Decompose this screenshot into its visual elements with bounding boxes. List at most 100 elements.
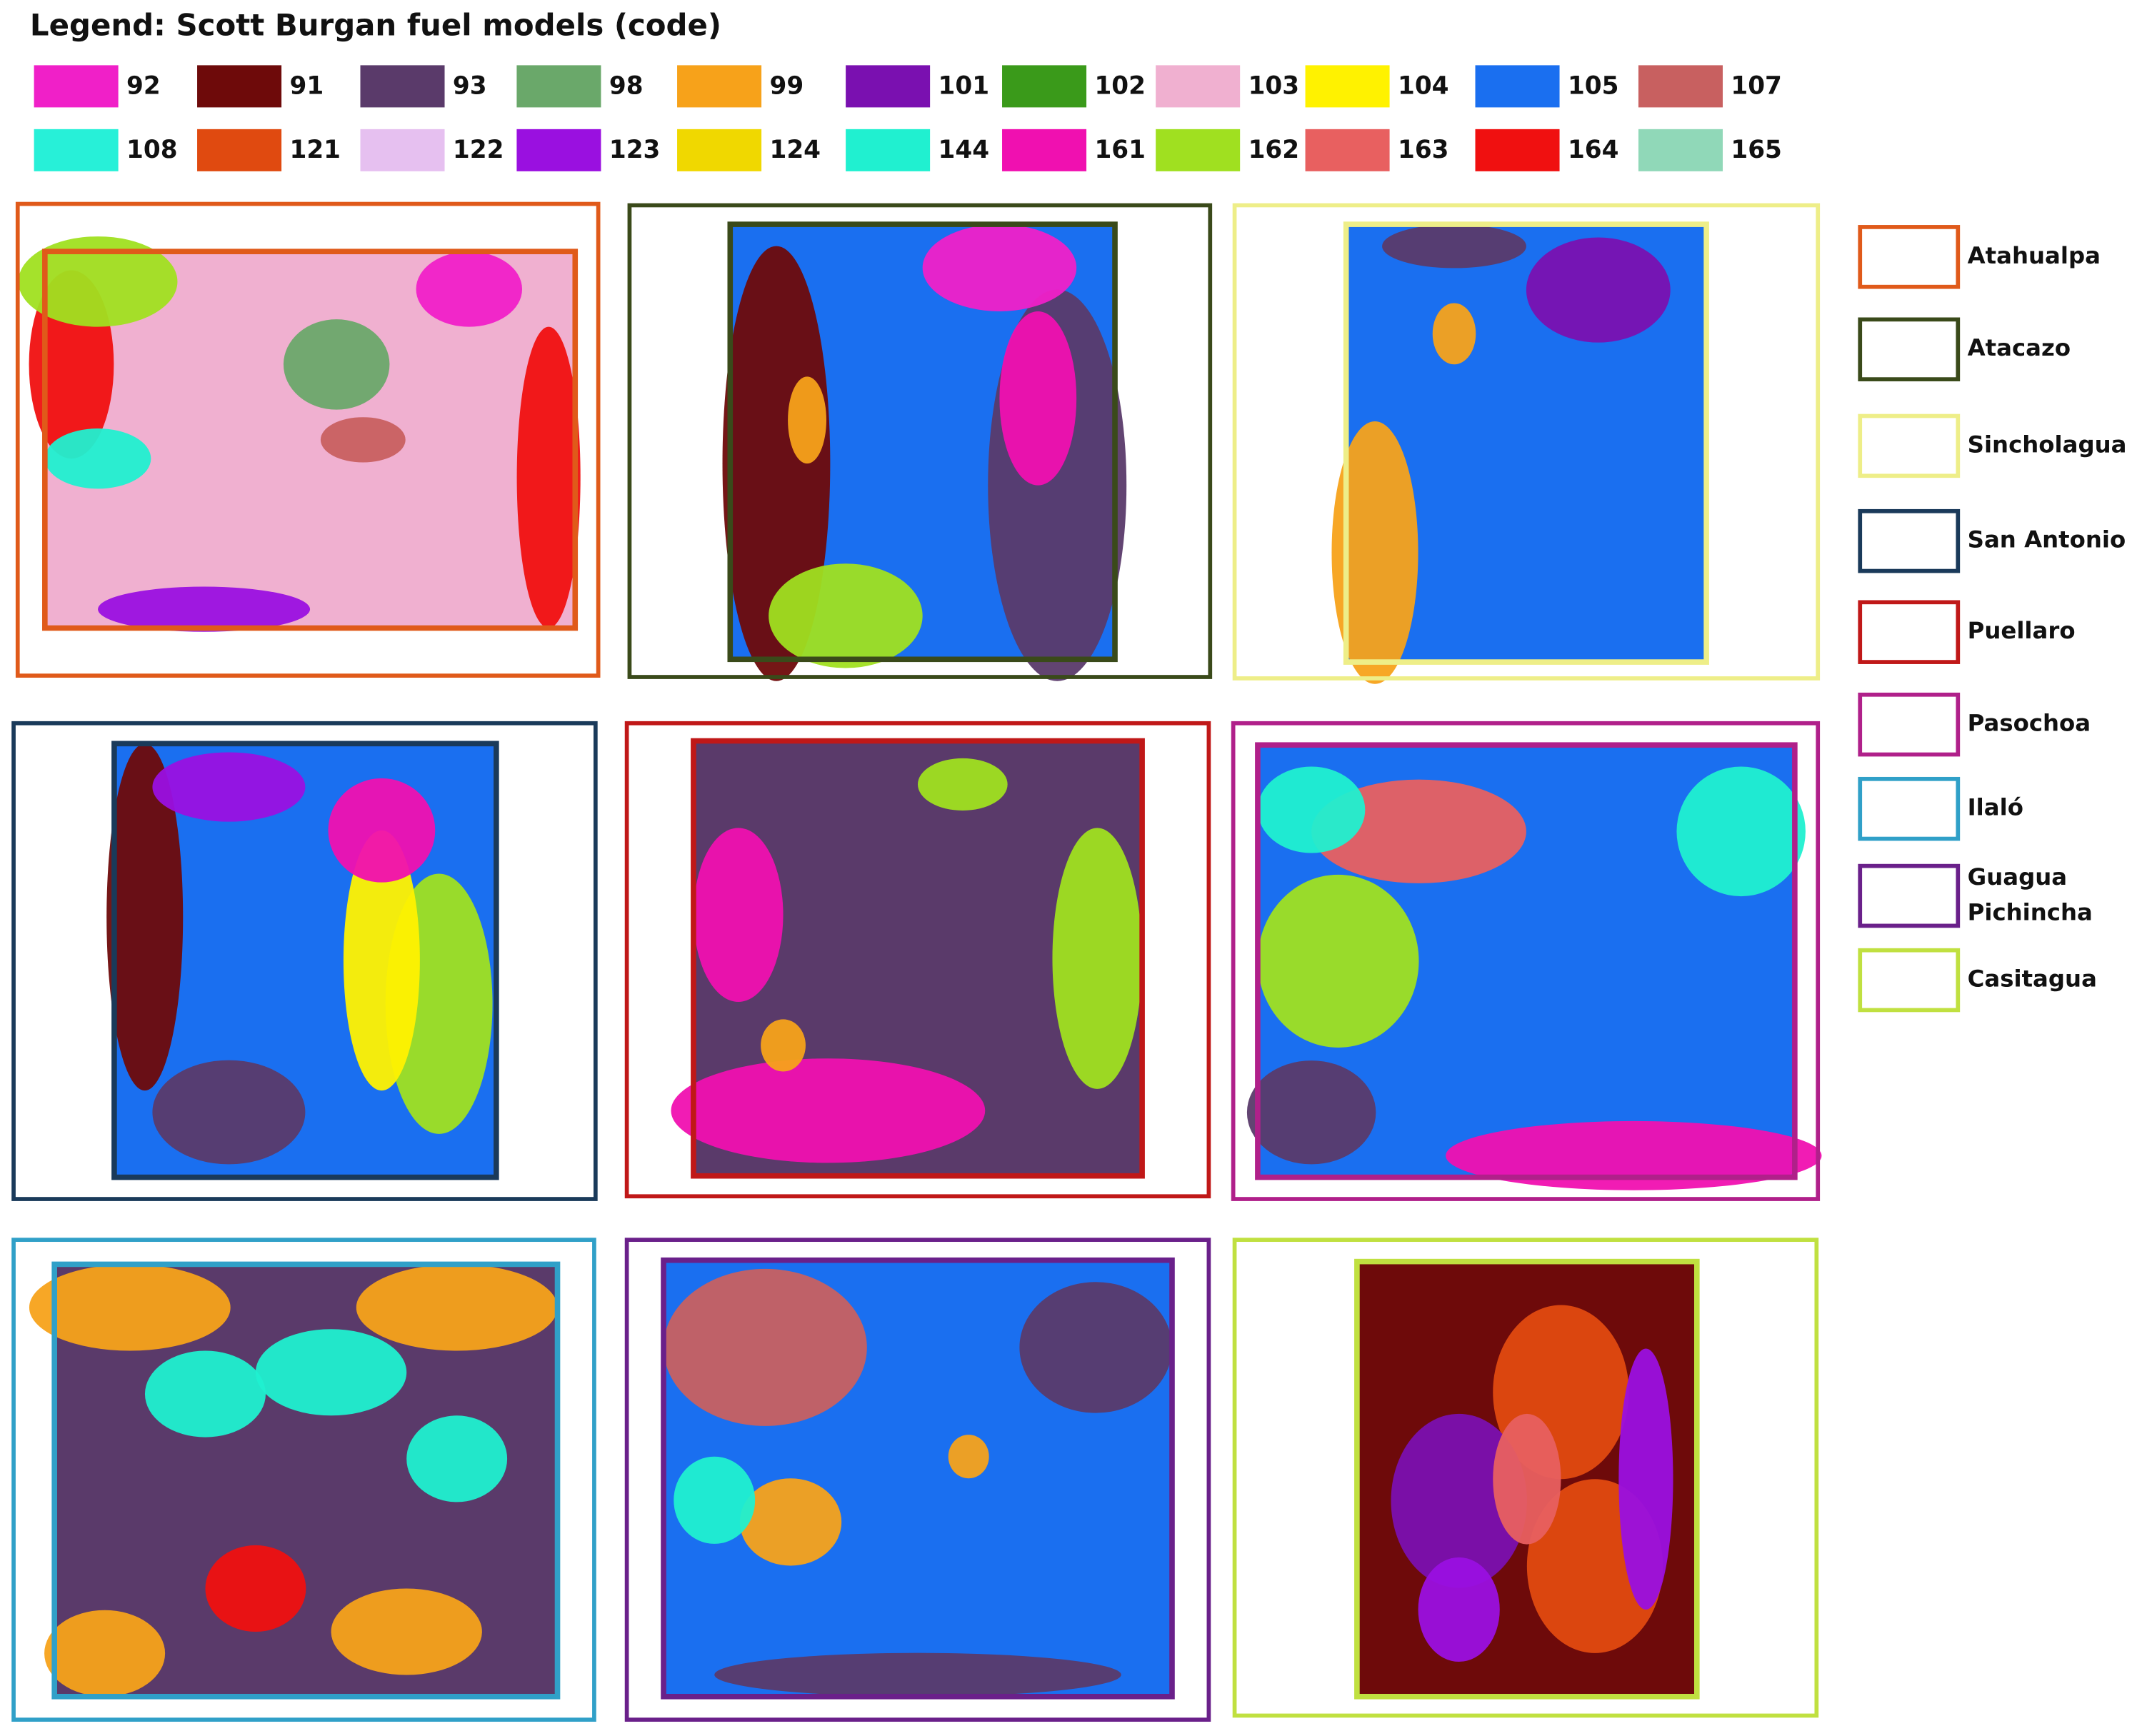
- fuel-patch: [320, 417, 406, 463]
- fuel-patch: [917, 758, 1008, 811]
- fuel-patch: [1432, 303, 1476, 365]
- fuel-swatch: [1638, 129, 1723, 171]
- fuel-code: 92: [126, 71, 161, 100]
- panel-frame: [1232, 1238, 1819, 1718]
- fuel-patch: [1311, 779, 1526, 883]
- area-swatch: [1858, 776, 1961, 841]
- fuel-code: 165: [1731, 136, 1782, 164]
- fuel-code: 91: [289, 71, 324, 100]
- fuel-patch: [416, 251, 523, 327]
- fuel-patch: [1257, 766, 1366, 853]
- fuel-patch: [922, 224, 1077, 311]
- area-name: Pichincha: [1968, 898, 2093, 925]
- map-border: [661, 1257, 1175, 1700]
- fuel-patch: [343, 830, 420, 1091]
- fuel-swatch: [516, 129, 601, 171]
- fuel-patch: [516, 326, 581, 628]
- fuel-code: 122: [453, 136, 504, 164]
- fuel-patch: [44, 428, 151, 489]
- fuel-patch: [1676, 766, 1806, 897]
- fuel-swatch: [360, 65, 445, 108]
- fuel-swatch: [197, 129, 282, 171]
- fuel-patch: [1418, 1557, 1500, 1662]
- fuel-swatch: [846, 65, 931, 108]
- legend-title: Legend: Scott Burgan fuel models (code): [30, 8, 721, 43]
- fuel-swatch: [1475, 129, 1560, 171]
- area-swatch: [1858, 413, 1961, 478]
- fuel-patch: [152, 752, 306, 822]
- area-name: Puellaro: [1968, 617, 2076, 644]
- panel-frame: [11, 1238, 596, 1722]
- panel-frame: [15, 201, 601, 678]
- area-swatch: [1858, 863, 1961, 928]
- area-name: Atacazo: [1968, 334, 2071, 361]
- area-swatch: [1858, 225, 1961, 289]
- map-border: [691, 738, 1145, 1179]
- fuel-patch: [664, 1268, 867, 1426]
- map-border: [1354, 1258, 1700, 1700]
- panel-frame: [624, 1238, 1211, 1722]
- panel-frame: [624, 721, 1211, 1199]
- map-border: [1255, 742, 1798, 1180]
- fuel-code: 124: [769, 136, 821, 164]
- area-swatch: [1858, 317, 1961, 381]
- fuel-patch: [769, 563, 923, 668]
- fuel-code: 107: [1731, 71, 1782, 100]
- panel-frame: [627, 203, 1213, 679]
- fuel-swatch: [1305, 129, 1390, 171]
- fuel-swatch: [360, 129, 445, 171]
- fuel-patch: [1493, 1413, 1561, 1545]
- fuel-swatch: [1002, 65, 1087, 108]
- fuel-swatch: [34, 65, 119, 108]
- map-border: [51, 1261, 561, 1700]
- fuel-patch: [1618, 1348, 1673, 1610]
- area-swatch: [1858, 692, 1961, 757]
- fuel-code: 98: [609, 71, 644, 100]
- area-name: Sincholagua: [1968, 431, 2127, 458]
- fuel-patch: [693, 828, 784, 1003]
- fuel-patch: [674, 1456, 756, 1544]
- area-name: Pasochoa: [1968, 710, 2091, 737]
- fuel-swatch: [846, 129, 931, 171]
- fuel-patch: [328, 778, 436, 883]
- fuel-patch: [999, 311, 1077, 486]
- area-name: Ilaló: [1968, 794, 2023, 821]
- fuel-patch: [948, 1435, 989, 1479]
- fuel-patch: [1382, 224, 1526, 269]
- fuel-patch: [714, 1652, 1121, 1697]
- panel-frame: [11, 721, 598, 1201]
- fuel-patch: [1526, 237, 1671, 343]
- fuel-patch: [1246, 1060, 1376, 1165]
- fuel-code: 121: [289, 136, 341, 164]
- fuel-code: 123: [609, 136, 661, 164]
- fuel-patch: [1331, 421, 1418, 684]
- fuel-patch: [152, 1060, 306, 1165]
- fuel-code: 104: [1398, 71, 1449, 100]
- map-border: [42, 249, 579, 631]
- fuel-code: 144: [939, 136, 990, 164]
- fuel-swatch: [1638, 65, 1723, 108]
- fuel-patch: [98, 586, 311, 632]
- fuel-swatch: [1156, 65, 1241, 108]
- fuel-code: 162: [1248, 136, 1300, 164]
- fuel-patch: [255, 1329, 407, 1416]
- fuel-patch: [739, 1478, 842, 1566]
- fuel-patch: [18, 236, 178, 327]
- fuel-code: 102: [1094, 71, 1146, 100]
- fuel-code: 105: [1568, 71, 1619, 100]
- fuel-patch: [44, 1610, 166, 1697]
- fuel-patch: [406, 1415, 508, 1502]
- fuel-patch: [283, 319, 390, 410]
- fuel-code: 103: [1248, 71, 1300, 100]
- fuel-swatch: [677, 129, 762, 171]
- fuel-code: 108: [126, 136, 178, 164]
- area-swatch: [1858, 508, 1961, 573]
- fuel-code: 101: [939, 71, 990, 100]
- area-name: Guagua: [1968, 863, 2067, 890]
- area-name: Casitagua: [1968, 965, 2097, 993]
- fuel-patch: [1391, 1413, 1527, 1588]
- fuel-swatch: [34, 129, 119, 171]
- area-swatch: [1858, 948, 1961, 1013]
- fuel-swatch: [1475, 65, 1560, 108]
